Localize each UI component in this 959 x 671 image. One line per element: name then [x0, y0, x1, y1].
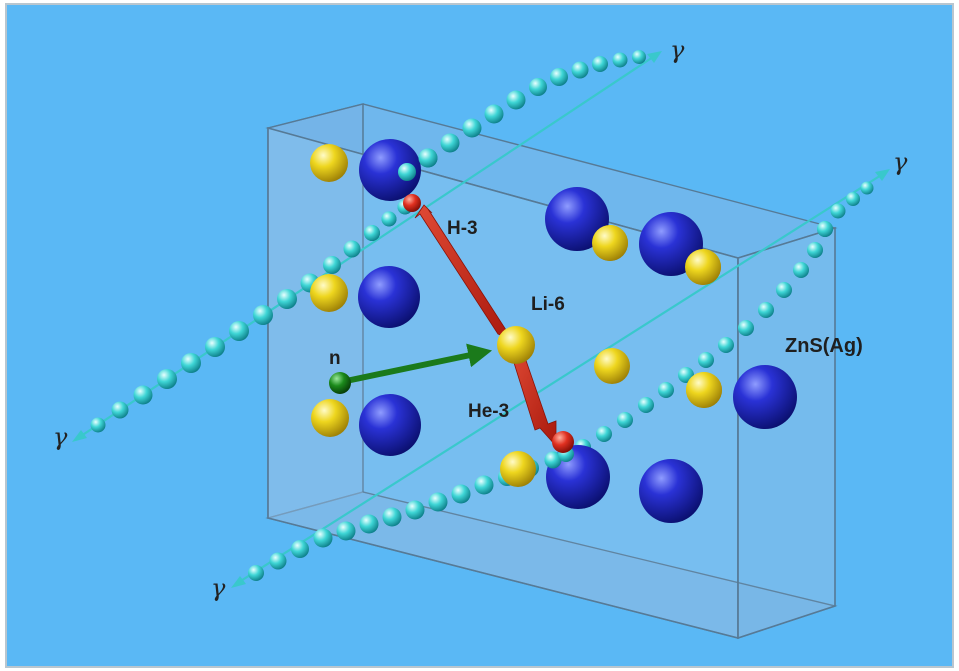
gamma-ray-line [235, 171, 887, 585]
sulfur-atom [500, 451, 536, 487]
sulfur-atom-front [686, 372, 722, 408]
crystal-inner-edge [362, 491, 836, 607]
sulfur-atom [311, 399, 349, 437]
zinc-atom [639, 459, 703, 523]
label-zns-ag: ZnS(Ag) [785, 335, 863, 357]
gamma-symbol-top-left: γ [670, 36, 685, 64]
zinc-atom [359, 394, 421, 456]
gamma-arrow-head-icon [875, 169, 890, 181]
neutron-arrow [345, 343, 493, 384]
he3-particle [552, 431, 574, 453]
label-li6: Li-6 [531, 294, 565, 315]
label-he3: He-3 [468, 401, 509, 422]
sulfur-atom-front [685, 249, 721, 285]
zinc-atom [733, 365, 797, 429]
gamma-symbol-left: γ [53, 423, 68, 451]
zinc-atoms [358, 139, 797, 523]
zinc-atom [358, 266, 420, 328]
sulfur-atom [310, 274, 348, 312]
gamma-arrow-head-icon [72, 430, 87, 442]
zinc-atom [546, 445, 610, 509]
gamma-symbol-bottom: γ [211, 574, 226, 602]
neutron-capture-reaction [329, 194, 574, 453]
li6-atom [497, 326, 535, 364]
label-h3: H-3 [447, 218, 478, 239]
gamma-symbol-right: γ [893, 148, 908, 176]
neutron-particle [329, 372, 351, 394]
gamma-arrow-head-icon [231, 576, 246, 588]
zinc-atom [359, 139, 421, 201]
gamma-arrow-head-icon [647, 51, 662, 63]
gamma-beads-front [364, 148, 833, 469]
sulfur-atom [594, 348, 630, 384]
label-neutron: n [329, 348, 341, 369]
h3-particle [403, 194, 421, 212]
zinc-atom [545, 187, 609, 251]
sulfur-atom-front [592, 225, 628, 261]
sulfur-atom [310, 144, 348, 182]
